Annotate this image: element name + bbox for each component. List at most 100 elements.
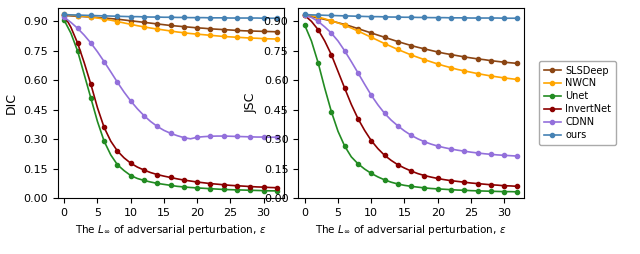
NWCN	[381, 42, 388, 45]
CDNN	[374, 103, 381, 106]
NWCN	[387, 45, 395, 48]
Unet	[367, 172, 375, 175]
SLSDeep	[481, 58, 488, 61]
CDNN	[341, 49, 349, 52]
NWCN	[308, 14, 316, 17]
InvertNet	[428, 176, 435, 179]
NWCN	[401, 51, 408, 54]
ours	[314, 13, 322, 17]
NWCN	[460, 69, 468, 72]
NWCN	[440, 65, 448, 68]
Line: CDNN: CDNN	[303, 13, 520, 158]
ours	[401, 16, 408, 19]
SLSDeep	[440, 52, 448, 55]
ours	[334, 14, 342, 17]
InvertNet	[367, 139, 375, 142]
Unet	[334, 130, 342, 133]
Unet	[407, 185, 415, 188]
InvertNet	[328, 53, 335, 56]
ours	[387, 15, 395, 19]
ours	[394, 15, 402, 19]
SLSDeep	[367, 31, 375, 35]
NWCN	[321, 17, 328, 20]
InvertNet	[387, 159, 395, 162]
CDNN	[487, 153, 495, 156]
SLSDeep	[474, 57, 481, 60]
Unet	[500, 190, 508, 193]
InvertNet	[374, 147, 381, 150]
InvertNet	[341, 87, 349, 90]
NWCN	[407, 53, 415, 56]
Unet	[401, 184, 408, 187]
ours	[367, 15, 375, 18]
InvertNet	[514, 185, 522, 188]
Legend: SLSDeep, NWCN, Unet, InvertNet, CDNN, ours: SLSDeep, NWCN, Unet, InvertNet, CDNN, ou…	[539, 61, 616, 145]
CDNN	[514, 155, 522, 158]
NWCN	[374, 39, 381, 42]
SLSDeep	[394, 40, 402, 43]
SLSDeep	[301, 14, 308, 17]
ours	[361, 15, 369, 18]
ours	[434, 16, 442, 19]
InvertNet	[314, 28, 322, 31]
CDNN	[474, 151, 481, 154]
SLSDeep	[493, 60, 501, 63]
ours	[467, 17, 475, 20]
ours	[493, 17, 501, 20]
ours	[454, 16, 461, 19]
Unet	[428, 187, 435, 190]
SLSDeep	[308, 15, 316, 18]
SLSDeep	[328, 20, 335, 23]
NWCN	[514, 78, 522, 81]
Unet	[474, 189, 481, 192]
NWCN	[328, 19, 335, 22]
InvertNet	[407, 169, 415, 172]
NWCN	[348, 26, 355, 29]
CDNN	[428, 142, 435, 146]
SLSDeep	[414, 46, 422, 49]
SLSDeep	[387, 38, 395, 41]
Unet	[301, 24, 308, 27]
InvertNet	[354, 117, 362, 120]
Unet	[328, 110, 335, 113]
NWCN	[334, 21, 342, 24]
CDNN	[334, 39, 342, 42]
CDNN	[314, 20, 322, 23]
CDNN	[387, 119, 395, 122]
NWCN	[507, 77, 515, 80]
InvertNet	[493, 184, 501, 187]
CDNN	[454, 149, 461, 152]
NWCN	[414, 56, 422, 59]
ours	[500, 17, 508, 20]
NWCN	[428, 60, 435, 63]
Line: ours: ours	[303, 12, 520, 20]
InvertNet	[507, 184, 515, 187]
Unet	[314, 61, 322, 64]
Unet	[308, 39, 316, 42]
InvertNet	[467, 181, 475, 184]
InvertNet	[500, 184, 508, 187]
ours	[381, 15, 388, 18]
SLSDeep	[381, 36, 388, 39]
CDNN	[328, 32, 335, 35]
CDNN	[481, 152, 488, 155]
Unet	[454, 188, 461, 192]
NWCN	[394, 48, 402, 51]
Unet	[481, 189, 488, 193]
Unet	[507, 190, 515, 193]
Unet	[440, 188, 448, 191]
Unet	[414, 186, 422, 189]
SLSDeep	[348, 25, 355, 28]
Unet	[354, 162, 362, 165]
CDNN	[434, 145, 442, 148]
Unet	[447, 188, 455, 191]
ours	[507, 17, 515, 20]
SLSDeep	[447, 53, 455, 56]
CDNN	[321, 25, 328, 28]
ours	[474, 17, 481, 20]
CDNN	[301, 14, 308, 17]
InvertNet	[434, 177, 442, 180]
InvertNet	[348, 103, 355, 106]
CDNN	[348, 60, 355, 63]
InvertNet	[334, 70, 342, 73]
